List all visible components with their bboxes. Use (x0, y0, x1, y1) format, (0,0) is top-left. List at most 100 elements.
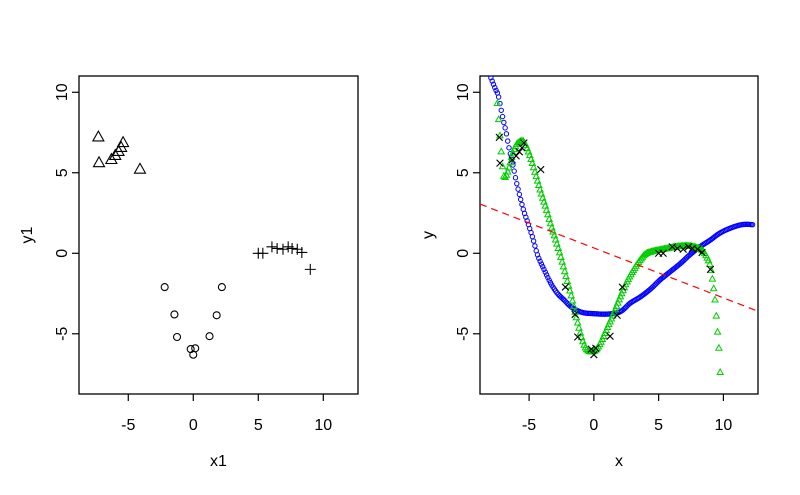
cluster-circles (160, 283, 226, 359)
fit-green-triangle-curve-marker (555, 248, 564, 256)
fit-blue-circle-curve-marker (749, 222, 756, 228)
cluster-circles-marker (189, 350, 198, 359)
cluster-triangles-marker (116, 135, 130, 148)
fit-green-triangle-curve-marker (560, 267, 569, 275)
observations-x-marks-marker (573, 333, 582, 341)
y-axis-label: y1 (19, 226, 36, 243)
fit-green-triangle-curve-marker (562, 272, 570, 280)
y-tick-label: -5 (455, 327, 472, 341)
fit-green-triangle-curve-marker (612, 301, 621, 309)
observations-x-marks-marker (668, 243, 676, 251)
x-tick-label: -5 (121, 417, 135, 434)
y-tick-label: 10 (54, 83, 71, 101)
observations-x-marks-marker (679, 245, 688, 253)
panel-right: -5 0 5 10 -5 0 5 10 x y (420, 75, 759, 470)
cluster-pluses-marker (277, 243, 289, 255)
fit-green-triangle-curve-marker (494, 115, 503, 123)
fit-blue-circle-curve-marker (489, 78, 495, 84)
cluster-pluses-marker (296, 246, 308, 258)
cluster-circles-marker (217, 283, 226, 292)
fit-blue-circle-curve-marker (492, 84, 498, 91)
fit-green-triangle-curve-marker (711, 295, 719, 303)
fit-blue-circle-curve-marker (502, 125, 508, 131)
fit-blue-circle-curve-marker (505, 138, 511, 144)
y-tick-label: -5 (54, 327, 71, 341)
fit-green-triangle-curve-marker (546, 219, 555, 227)
x-tick-label: 10 (715, 417, 733, 434)
fit-blue-circle-curve-marker (520, 206, 526, 212)
fit-green-triangle-curve (493, 99, 725, 375)
observations-x-marks-marker (693, 245, 702, 253)
fit-green-triangle-curve-marker (529, 163, 538, 171)
fit-green-triangle-curve-marker (545, 214, 554, 222)
cluster-pluses-marker (271, 242, 283, 254)
fit-green-triangle-curve-marker (532, 172, 541, 180)
observations-x-marks-marker (518, 144, 526, 152)
cluster-circles-marker (170, 310, 179, 319)
cluster-pluses-marker (286, 242, 298, 254)
fit-blue-circle-curve-marker (498, 107, 504, 113)
observations-x-marks (495, 133, 715, 359)
cluster-pluses (252, 241, 316, 275)
observations-x-marks-marker (698, 248, 706, 257)
observations-x-marks-marker (561, 283, 570, 291)
x-tick-label: 5 (654, 417, 663, 434)
fit-green-triangle-curve-marker (575, 323, 583, 331)
observations-x-marks-marker (606, 332, 614, 340)
fit-green-triangle-curve-marker (716, 367, 725, 375)
fit-blue-circle-curve-marker (495, 94, 502, 100)
fit-green-triangle-curve-marker (536, 185, 545, 193)
observations-x-marks-marker (515, 148, 524, 156)
fit-blue-circle-curve-marker (512, 175, 519, 181)
fit-blue-circle-curve-marker (501, 119, 507, 126)
fit-green-triangle-curve-marker (573, 318, 582, 326)
cluster-circles-marker (205, 332, 214, 341)
observations-x-marks-marker (613, 311, 621, 320)
fit-blue-circle-curve-marker (529, 233, 536, 240)
fit-blue-circle-curve-marker (516, 191, 523, 198)
fit-green-triangle-curve-marker (558, 257, 567, 265)
cluster-triangles-marker (104, 152, 118, 165)
panel-left-series (91, 130, 316, 359)
x-tick-label: 5 (254, 417, 263, 434)
fit-green-triangle-curve-marker (541, 201, 550, 209)
fit-green-triangle-curve-marker (567, 291, 576, 299)
fit-green-triangle-curve-marker (528, 159, 537, 167)
cluster-pluses-marker (257, 247, 269, 259)
fit-blue-circle-curve-marker (545, 274, 551, 281)
fit-green-triangle-curve-marker (534, 181, 543, 189)
fit-green-triangle-curve-marker (505, 163, 513, 171)
fit-red-dashed-line (479, 203, 759, 312)
cluster-triangles (91, 130, 147, 174)
panel-right-series (479, 75, 759, 375)
fit-blue-circle-curve-marker (515, 186, 521, 192)
fit-blue-circle-curve-marker (534, 252, 541, 258)
fit-green-triangle-curve-marker (568, 296, 577, 304)
y-tick-label: 0 (54, 249, 71, 258)
fit-green-triangle-curve-marker (705, 259, 714, 267)
observations-x-marks-marker (592, 344, 600, 353)
fit-blue-circle-curve-marker (506, 145, 512, 151)
observations-x-marks-marker (512, 152, 520, 160)
panel-left: -5 0 5 10 -5 0 5 10 x1 y1 (19, 75, 359, 470)
observations-x-marks-marker (684, 243, 693, 251)
fit-blue-circle-curve-marker (539, 263, 546, 270)
plot-box (78, 75, 359, 395)
fit-green-triangle-curve-marker (582, 345, 591, 353)
x-tick-label: 0 (189, 417, 198, 434)
observations-x-marks-marker (590, 350, 598, 359)
fit-red-dashed-line-segment (479, 203, 759, 312)
fit-blue-circle-curve-marker (530, 238, 537, 244)
observations-x-marks-marker (571, 310, 579, 319)
fit-green-triangle-curve-marker (709, 284, 718, 292)
cluster-triangles-marker (91, 130, 105, 142)
fit-blue-circle-curve-marker (517, 196, 524, 203)
x-axis-label: x1 (210, 453, 227, 470)
fit-green-triangle-curve-marker (503, 167, 512, 175)
fit-green-triangle-curve-marker (556, 252, 565, 260)
cluster-circles-marker (160, 283, 169, 292)
cluster-circles-marker (172, 332, 182, 342)
cluster-pluses-marker (291, 243, 303, 255)
fit-green-triangle-curve-marker (497, 147, 506, 155)
observations-x-marks-marker (496, 159, 504, 167)
